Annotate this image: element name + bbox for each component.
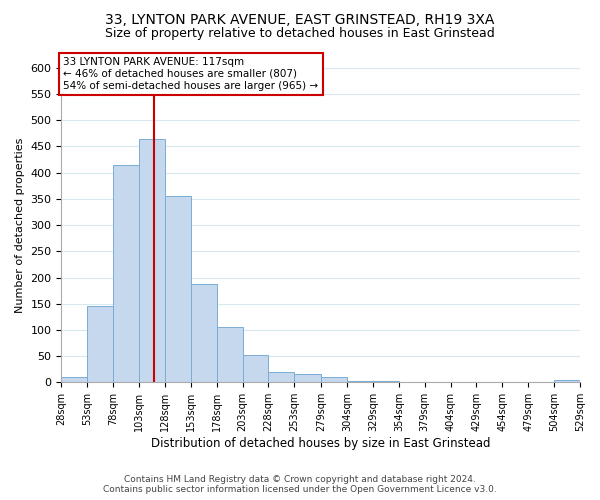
X-axis label: Distribution of detached houses by size in East Grinstead: Distribution of detached houses by size … bbox=[151, 437, 490, 450]
Bar bbox=[191, 284, 217, 382]
Bar bbox=[61, 377, 87, 382]
Bar bbox=[295, 374, 321, 382]
Bar bbox=[347, 381, 373, 382]
Bar bbox=[217, 328, 242, 382]
Text: Size of property relative to detached houses in East Grinstead: Size of property relative to detached ho… bbox=[105, 28, 495, 40]
Bar bbox=[268, 372, 295, 382]
Bar bbox=[87, 306, 113, 382]
Bar bbox=[139, 138, 165, 382]
Bar bbox=[165, 196, 191, 382]
Text: Contains HM Land Registry data © Crown copyright and database right 2024.
Contai: Contains HM Land Registry data © Crown c… bbox=[103, 474, 497, 494]
Bar bbox=[321, 377, 347, 382]
Bar bbox=[113, 165, 139, 382]
Bar bbox=[242, 354, 268, 382]
Y-axis label: Number of detached properties: Number of detached properties bbox=[15, 138, 25, 313]
Bar bbox=[554, 380, 580, 382]
Text: 33 LYNTON PARK AVENUE: 117sqm
← 46% of detached houses are smaller (807)
54% of : 33 LYNTON PARK AVENUE: 117sqm ← 46% of d… bbox=[64, 58, 319, 90]
Text: 33, LYNTON PARK AVENUE, EAST GRINSTEAD, RH19 3XA: 33, LYNTON PARK AVENUE, EAST GRINSTEAD, … bbox=[106, 12, 494, 26]
